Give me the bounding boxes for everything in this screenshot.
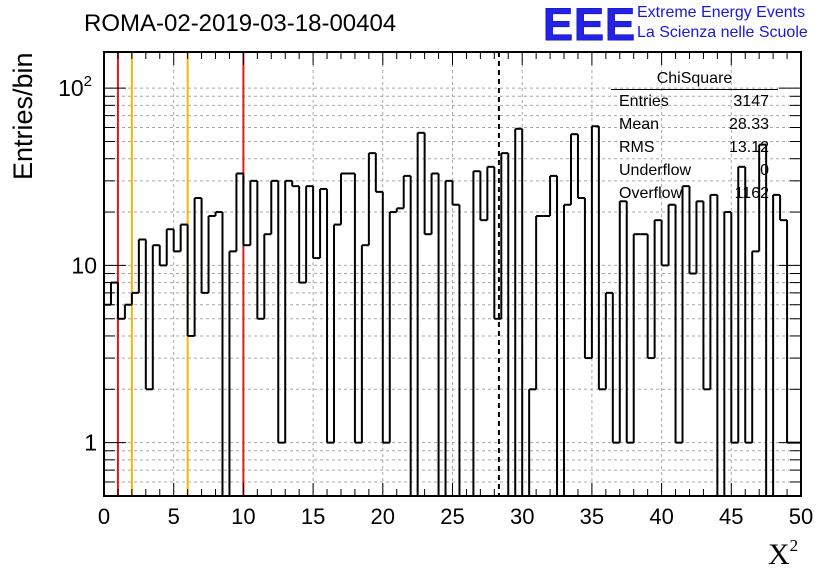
run-title: ROMA-02-2019-03-18-00404 — [84, 10, 397, 37]
stats-row-mean: Mean 28.33 — [619, 116, 769, 138]
stat-value: 3147 — [733, 93, 769, 110]
stat-value: 28.33 — [728, 116, 769, 133]
x-tick-label: 30 — [510, 504, 534, 529]
stats-box: ChiSquare Entries 3147 Mean 28.33 RMS 13… — [611, 70, 778, 202]
y-axis-label: Entries/bin — [8, 52, 38, 180]
stats-row-entries: Entries 3147 — [619, 93, 769, 115]
x-axis-label: X2 — [768, 536, 799, 572]
stat-value: 13.12 — [728, 139, 769, 156]
histogram-layer — [103, 125, 801, 497]
y-tick-exponent: 2 — [84, 73, 92, 90]
x-tick-label: 50 — [789, 504, 813, 529]
x-tick-label: 5 — [168, 504, 180, 529]
x-tick-label: 35 — [580, 504, 604, 529]
stat-name: Underflow — [619, 162, 692, 179]
stats-title: ChiSquare — [656, 70, 733, 87]
stat-name: Entries — [619, 93, 669, 110]
y-tick-label: 10 — [71, 252, 97, 278]
stat-name: Overflow — [619, 185, 683, 202]
y-tick-label: 1 — [84, 430, 97, 456]
x-tick-label: 10 — [231, 504, 255, 529]
x-tick-label: 0 — [98, 504, 110, 529]
eee-logo: EEE — [542, 0, 637, 51]
x-tick-label: 25 — [440, 504, 464, 529]
stats-divider — [611, 89, 778, 90]
x-tick-label: 15 — [301, 504, 325, 529]
x-tick-label: 40 — [649, 504, 673, 529]
stat-value: 0 — [760, 162, 769, 179]
grid-layer — [104, 52, 801, 497]
stats-row-rms: RMS 13.12 — [619, 139, 769, 161]
stats-row-overflow: Overflow 1162 — [619, 185, 769, 207]
eee-tagline-2: La Scienza nelle Scuole — [637, 24, 808, 41]
x-tick-label: 45 — [719, 504, 743, 529]
tick-layer — [103, 52, 802, 497]
stat-name: Mean — [619, 116, 660, 133]
stats-row-underflow: Underflow 0 — [619, 162, 769, 184]
stat-name: RMS — [619, 139, 655, 156]
x-axis-label-base: X — [768, 538, 790, 571]
y-tick-label: 102 — [58, 73, 92, 101]
x-axis-label-superscript: 2 — [789, 536, 799, 555]
stat-value: 1162 — [734, 185, 769, 202]
eee-tagline-1: Extreme Energy Events — [637, 4, 806, 21]
x-tick-label: 20 — [371, 504, 395, 529]
